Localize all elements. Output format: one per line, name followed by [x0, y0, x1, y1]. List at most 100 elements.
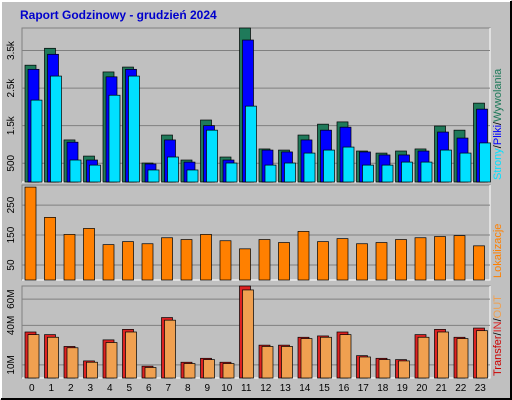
panel — [21, 285, 491, 379]
y-tick-label: 40M — [6, 316, 17, 335]
bar — [203, 359, 215, 379]
bar — [102, 244, 115, 281]
bar — [398, 360, 410, 379]
legend-entry: Lokalizacje — [492, 224, 504, 278]
bar — [24, 186, 37, 281]
bar — [375, 242, 388, 281]
bar — [401, 161, 413, 183]
y-tick-label: 150 — [6, 226, 17, 243]
y-tick-label: 1.5k — [6, 115, 17, 135]
legend-separator: / — [492, 144, 504, 148]
bar — [245, 105, 257, 183]
x-tick-label: 23 — [475, 383, 487, 394]
bar — [440, 149, 452, 183]
bar — [122, 241, 134, 281]
bar — [147, 169, 160, 183]
bar — [381, 164, 394, 183]
y-tick-label: 10M — [6, 355, 17, 374]
bar — [362, 164, 374, 183]
y-tick-label: 500 — [6, 154, 17, 171]
bar — [200, 234, 212, 281]
x-tick-label: 4 — [107, 383, 113, 394]
bar — [141, 243, 154, 281]
bar — [63, 234, 76, 281]
bar — [414, 237, 427, 281]
bar — [219, 240, 232, 281]
legend-separator: / — [492, 317, 504, 321]
bar — [437, 331, 449, 379]
x-tick-label: 7 — [165, 383, 171, 394]
x-tick-label: 6 — [146, 383, 152, 394]
panel — [21, 184, 491, 281]
bar — [378, 359, 391, 379]
x-tick-label: 9 — [204, 383, 210, 394]
bar — [105, 342, 118, 379]
bar — [317, 241, 329, 281]
x-tick-label: 12 — [260, 383, 272, 394]
x-tick-label: 21 — [436, 383, 448, 394]
bar — [278, 242, 290, 281]
x-tick-label: 17 — [358, 383, 370, 394]
bar — [180, 239, 193, 281]
bar — [395, 239, 407, 281]
bar — [303, 152, 316, 183]
legend-entry: OUT — [492, 295, 504, 319]
panel-edge — [22, 286, 491, 379]
bar — [144, 367, 157, 379]
x-tick-label: 5 — [126, 383, 132, 394]
legend-entry: IN — [492, 321, 504, 332]
bar — [284, 162, 296, 183]
chart-title: Raport Godzinowy - grudzień 2024 — [20, 8, 217, 22]
legend: Lokalizacje — [492, 224, 504, 278]
bar — [108, 94, 121, 183]
bar — [183, 363, 196, 379]
bar — [128, 75, 140, 183]
x-tick-label: 22 — [455, 383, 467, 394]
bar — [66, 347, 79, 379]
bar — [297, 231, 310, 281]
legend-entry: Strony — [492, 148, 504, 180]
bar — [476, 330, 488, 379]
x-tick-label: 20 — [416, 383, 428, 394]
bar — [27, 334, 40, 379]
bar — [242, 289, 254, 379]
bar — [167, 156, 179, 183]
bar — [206, 129, 218, 183]
x-tick-label: 11 — [241, 383, 252, 394]
bar — [300, 338, 313, 379]
x-tick-label: 1 — [48, 383, 54, 394]
bar — [320, 336, 332, 379]
bar — [356, 243, 368, 281]
bar — [420, 161, 433, 183]
bar — [281, 346, 293, 379]
x-tick-label: 10 — [221, 383, 233, 394]
bar — [83, 228, 95, 281]
legend: Strony/Pliki/Wywolania — [492, 68, 504, 180]
legend-separator: / — [492, 331, 504, 335]
y-tick-label: 250 — [6, 196, 17, 213]
bar — [161, 237, 173, 281]
bar — [225, 162, 238, 183]
y-tick-label: 3.5k — [6, 40, 17, 60]
bar — [89, 164, 101, 183]
bar — [336, 238, 349, 281]
legend-separator: / — [492, 121, 504, 125]
legend-entry: Pliki — [492, 125, 504, 145]
x-tick-label: 18 — [377, 383, 389, 394]
x-tick-label: 16 — [338, 383, 350, 394]
bar — [186, 169, 199, 183]
bar — [459, 152, 472, 183]
bar — [434, 236, 446, 281]
bar — [264, 164, 277, 183]
bar — [258, 239, 271, 281]
x-tick-label: 13 — [280, 383, 292, 394]
x-tick-label: 0 — [29, 383, 35, 394]
bar — [30, 99, 43, 183]
x-tick-label: 14 — [299, 383, 311, 394]
bar — [69, 159, 82, 183]
bar — [453, 235, 466, 281]
x-tick-label: 2 — [68, 383, 74, 394]
